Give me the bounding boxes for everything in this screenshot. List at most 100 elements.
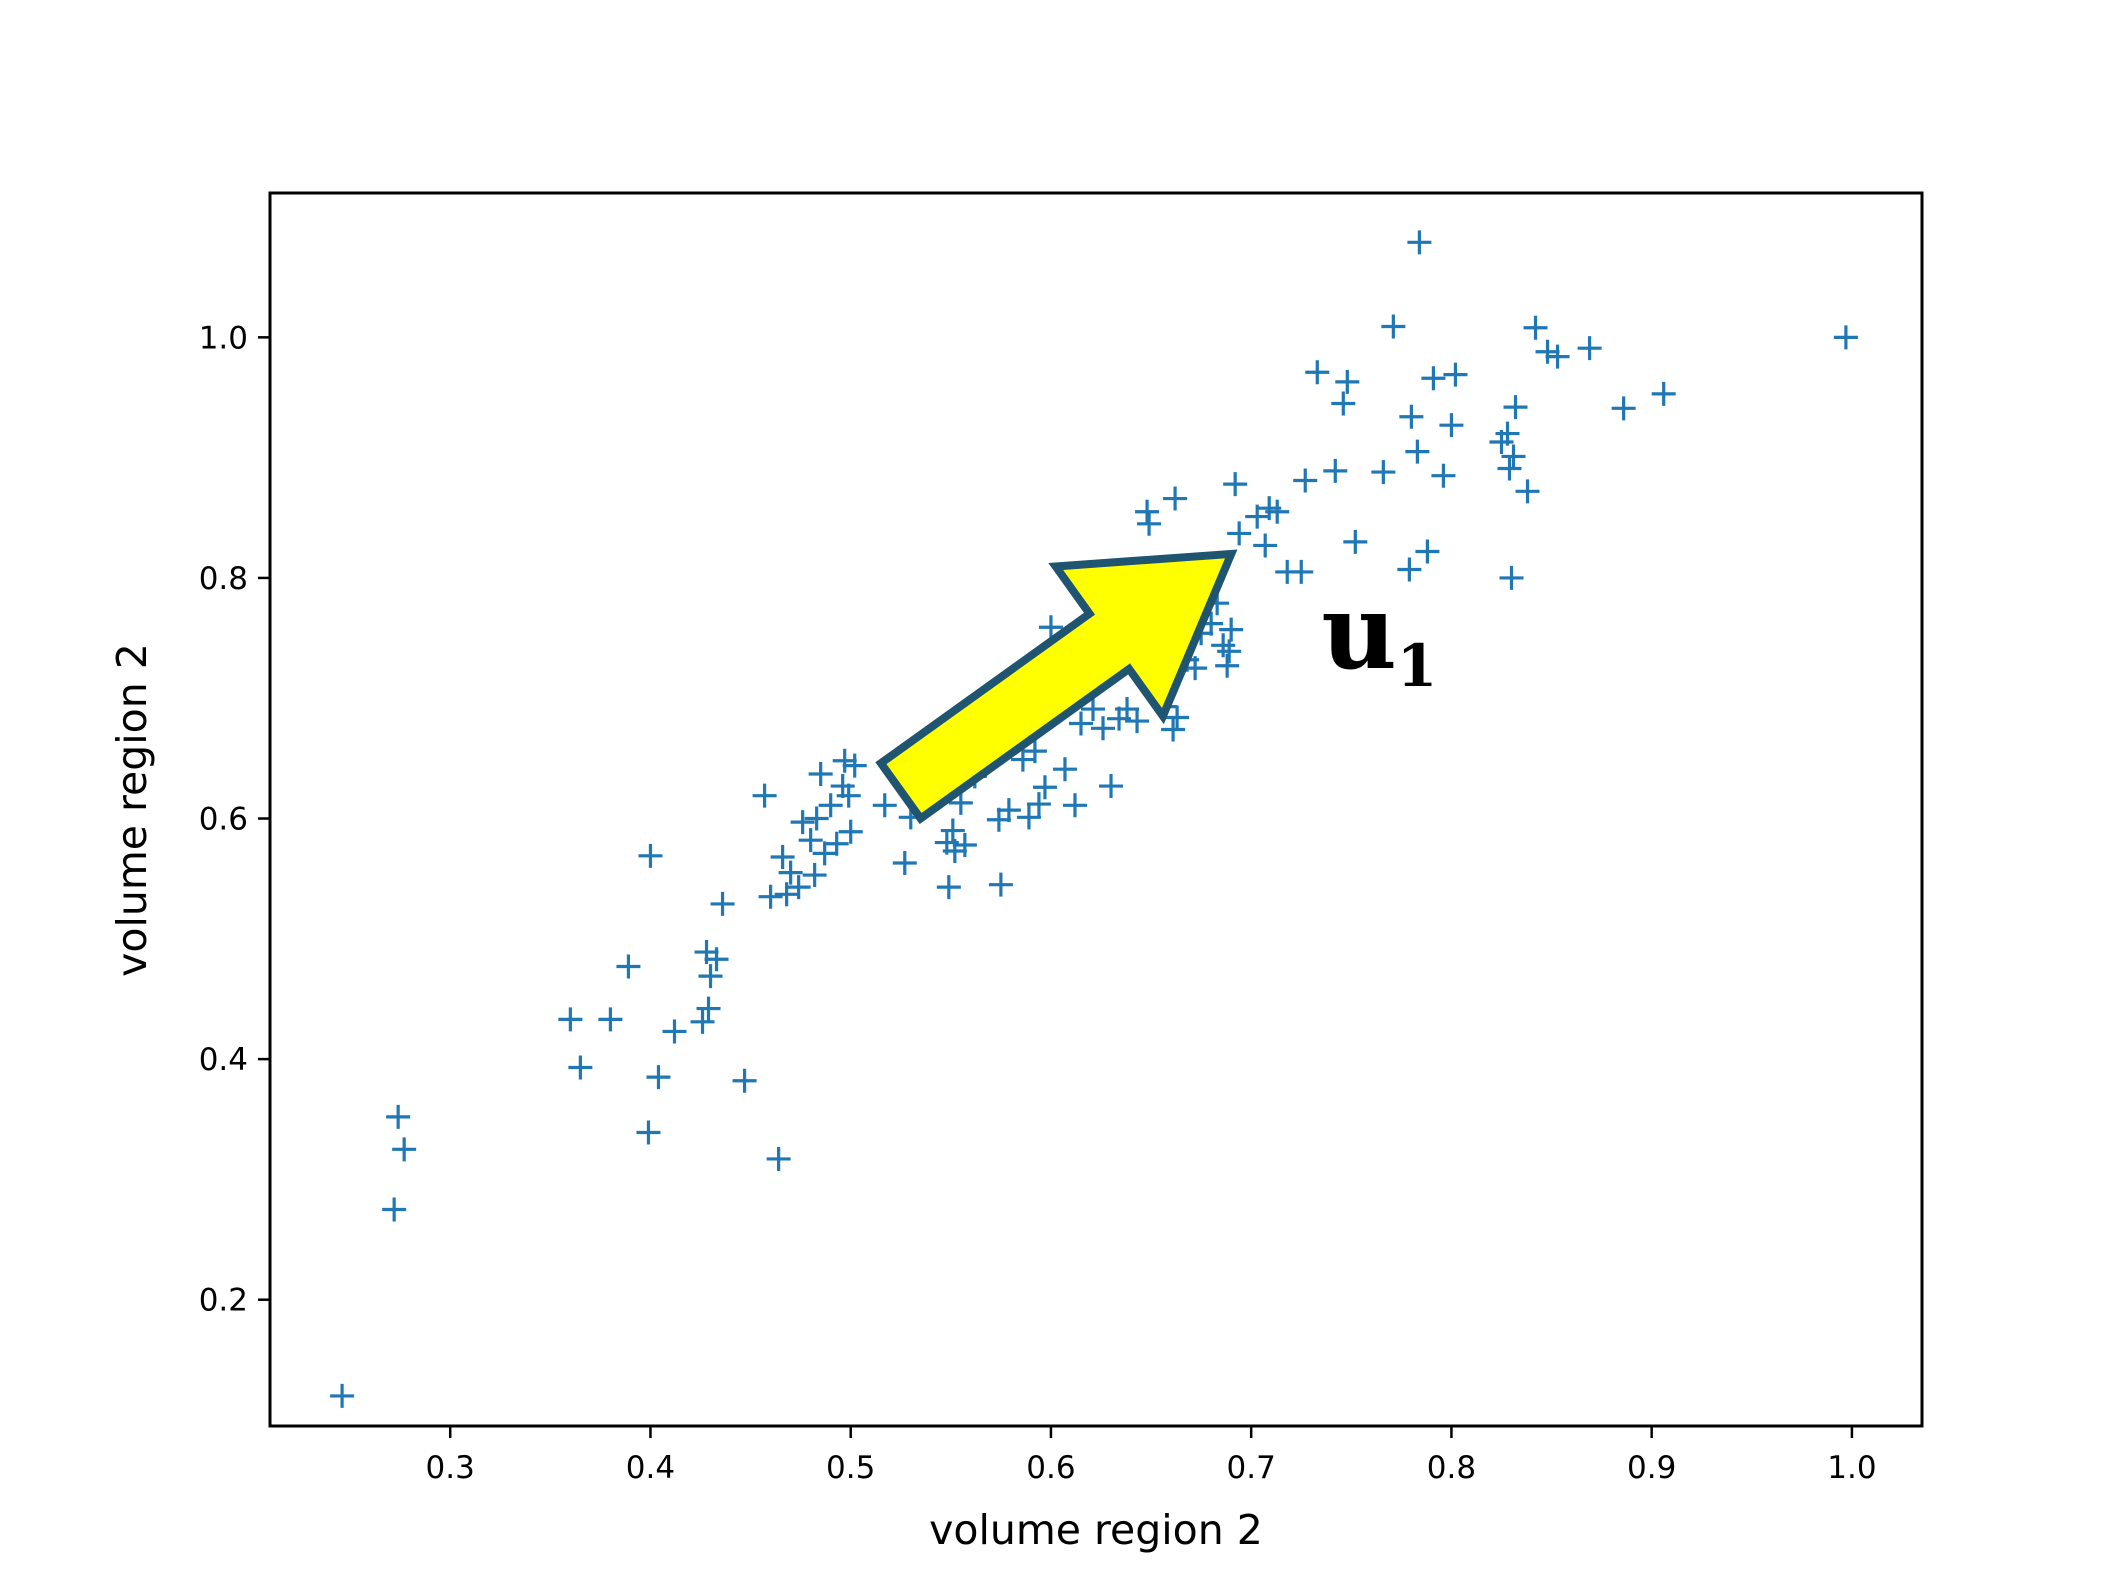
data-point — [948, 790, 973, 815]
data-point — [392, 1137, 417, 1162]
data-point — [732, 1068, 757, 1093]
y-tick-label: 1.0 — [199, 320, 248, 356]
data-point — [752, 783, 777, 808]
data-point — [804, 806, 829, 831]
data-point — [1215, 653, 1240, 678]
data-point — [786, 875, 811, 900]
data-point — [818, 793, 843, 818]
data-point — [1161, 717, 1186, 742]
u1-annotation: u1 — [1321, 570, 1437, 700]
data-point — [1405, 439, 1430, 464]
data-point — [808, 762, 833, 787]
data-point — [558, 1007, 583, 1032]
data-point — [1227, 521, 1252, 546]
data-point — [1305, 360, 1330, 385]
data-point — [1331, 391, 1356, 416]
data-point — [1399, 404, 1424, 429]
data-point — [638, 843, 663, 868]
data-point — [824, 831, 849, 856]
data-point — [1223, 472, 1248, 497]
data-point — [662, 1019, 687, 1044]
data-point — [1833, 325, 1858, 350]
data-point — [1497, 456, 1522, 481]
data-point — [1381, 314, 1406, 339]
data-point — [798, 828, 823, 853]
data-point — [1165, 705, 1190, 730]
data-point — [1499, 565, 1524, 590]
data-point — [1515, 479, 1540, 504]
x-tick-label: 0.6 — [1026, 1450, 1075, 1486]
data-point — [1343, 529, 1368, 554]
data-point — [568, 1055, 593, 1080]
x-axis-label: volume region 2 — [929, 1506, 1263, 1554]
data-point — [1010, 747, 1035, 772]
y-tick-label: 0.6 — [199, 802, 248, 838]
data-point — [774, 882, 799, 907]
data-point — [1421, 366, 1446, 391]
data-point — [1535, 339, 1560, 364]
data-point — [1503, 395, 1528, 420]
u1-annotation-main: u — [1321, 570, 1397, 693]
y-tick-label: 0.4 — [199, 1042, 248, 1078]
x-tick-label: 0.7 — [1227, 1450, 1276, 1486]
data-point — [872, 793, 897, 818]
data-point — [790, 810, 815, 835]
data-point — [832, 748, 857, 773]
data-point — [1163, 486, 1188, 511]
data-point — [636, 1120, 661, 1145]
data-point — [1091, 716, 1116, 741]
data-point — [382, 1197, 407, 1222]
data-point — [1443, 362, 1468, 387]
data-point — [892, 851, 917, 876]
x-tick-label: 0.3 — [426, 1450, 475, 1486]
data-point — [836, 783, 861, 808]
data-point — [1245, 504, 1270, 529]
x-tick-label: 0.5 — [826, 1450, 875, 1486]
data-point — [690, 1009, 715, 1034]
data-point — [1501, 444, 1526, 469]
data-point — [1523, 315, 1548, 340]
data-point — [1371, 460, 1396, 485]
data-point — [1099, 774, 1124, 799]
data-point — [646, 1065, 671, 1090]
x-tick-label: 0.9 — [1627, 1450, 1676, 1486]
data-point — [1068, 711, 1093, 736]
data-point — [1611, 396, 1636, 421]
data-point — [1577, 336, 1602, 361]
x-tick-label: 0.4 — [626, 1450, 675, 1486]
data-point — [802, 863, 827, 888]
scatter-points — [330, 230, 1858, 1408]
data-point — [1211, 633, 1236, 658]
data-point — [1335, 369, 1360, 394]
data-point — [1135, 499, 1160, 524]
y-tick-label: 0.8 — [199, 561, 248, 597]
data-point — [1219, 617, 1244, 642]
data-point — [1293, 468, 1318, 493]
data-point — [936, 875, 961, 900]
data-point — [940, 818, 965, 843]
data-point — [698, 964, 723, 989]
data-point — [598, 1007, 623, 1032]
data-point — [1495, 421, 1520, 446]
data-point — [830, 774, 855, 799]
data-point — [988, 872, 1013, 897]
data-point — [1265, 499, 1290, 524]
data-point — [770, 845, 795, 870]
data-point — [1439, 413, 1464, 438]
data-point — [1022, 739, 1047, 764]
data-point — [1026, 792, 1051, 817]
data-point — [1217, 639, 1242, 664]
x-axis-ticks: 0.3 0.4 0.5 0.6 0.7 0.8 0.9 1.0 — [426, 1426, 1877, 1486]
data-point — [1545, 344, 1570, 369]
data-point — [386, 1104, 411, 1129]
data-point — [1062, 793, 1087, 818]
data-point — [1397, 557, 1422, 582]
data-point — [696, 996, 721, 1021]
data-point — [778, 860, 803, 885]
data-point — [1081, 697, 1105, 722]
data-point — [1253, 533, 1278, 558]
data-point — [952, 832, 977, 857]
data-point — [704, 947, 729, 972]
data-point — [986, 807, 1011, 832]
